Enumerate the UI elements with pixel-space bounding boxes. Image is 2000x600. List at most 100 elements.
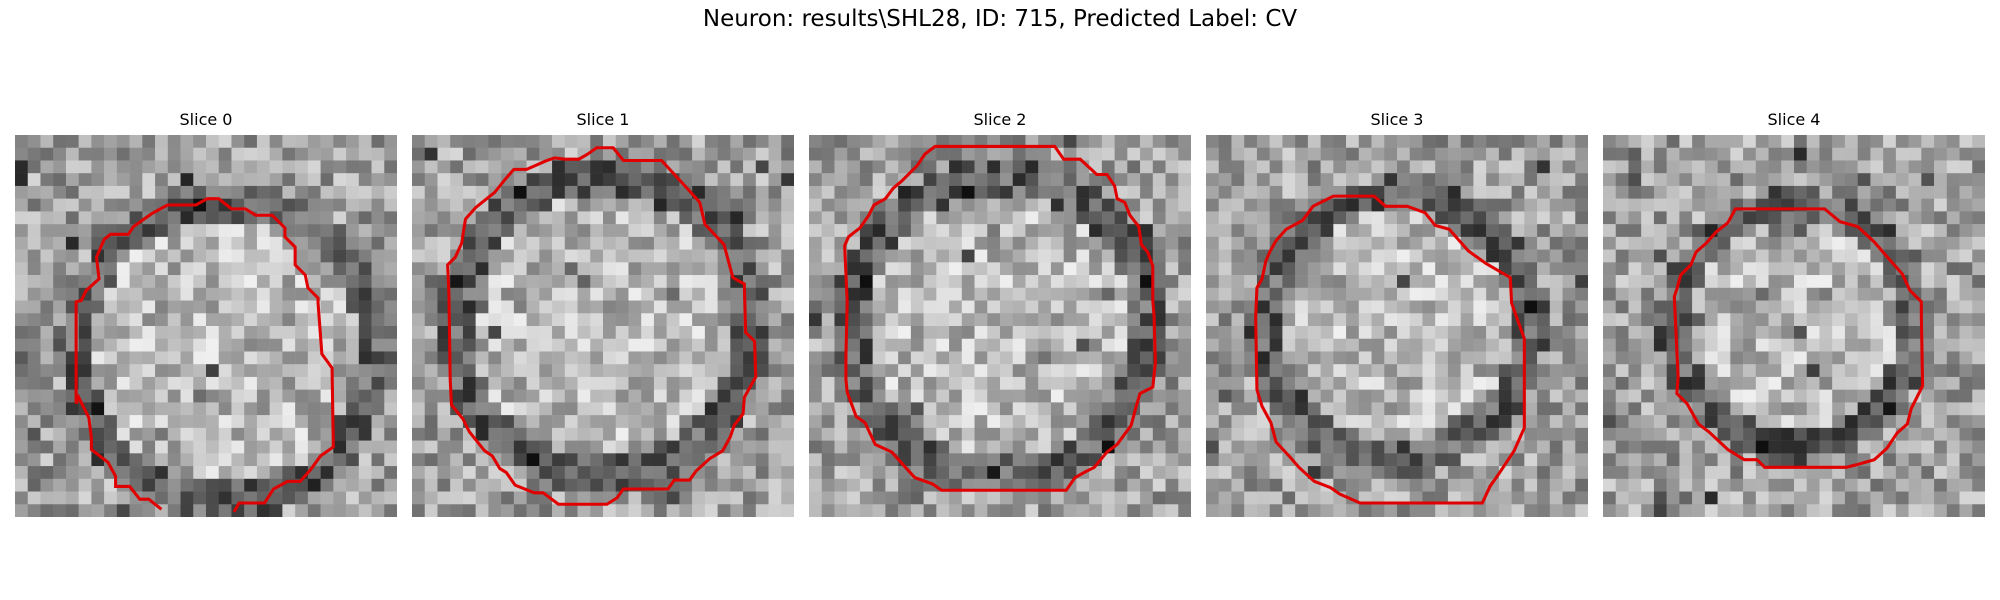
pixel	[27, 338, 41, 352]
pixel	[936, 249, 950, 263]
pixel	[450, 135, 464, 148]
pixel	[821, 491, 835, 505]
pixel	[27, 466, 41, 480]
pixel	[475, 504, 489, 517]
pixel	[1206, 440, 1219, 454]
pixel	[142, 287, 156, 301]
pixel	[1422, 351, 1436, 365]
pixel	[104, 351, 118, 365]
pixel	[424, 262, 438, 276]
pixel	[1307, 300, 1321, 314]
pixel	[1908, 198, 1922, 212]
pixel	[27, 211, 41, 225]
pixel	[1397, 364, 1410, 378]
pixel	[462, 147, 476, 161]
pixel	[231, 185, 245, 199]
pixel	[743, 147, 757, 161]
pixel	[218, 275, 232, 289]
pixel	[692, 147, 706, 161]
pixel	[781, 236, 794, 250]
pixel	[1946, 376, 1960, 390]
pixel	[768, 351, 782, 365]
pixel	[1755, 287, 1769, 301]
pixel	[1641, 338, 1655, 352]
pixel	[1422, 262, 1436, 276]
pixel	[1704, 185, 1718, 199]
pixel	[781, 427, 794, 441]
pixel	[615, 135, 629, 148]
pixel	[666, 224, 680, 238]
pixel	[1206, 300, 1219, 314]
pixel	[615, 287, 629, 301]
pixel	[603, 338, 616, 352]
pixel	[1206, 211, 1219, 225]
pixel	[218, 389, 232, 403]
pixel	[1781, 440, 1795, 454]
pixel	[1717, 236, 1731, 250]
pixel	[1012, 300, 1026, 314]
pixel	[1575, 249, 1588, 263]
pixel	[1231, 453, 1245, 467]
pixel	[412, 491, 425, 505]
pixel	[730, 249, 744, 263]
pixel	[78, 275, 92, 289]
pixel	[1781, 173, 1795, 187]
pixel	[1653, 249, 1667, 263]
pixel	[743, 211, 757, 225]
pixel	[1934, 415, 1948, 429]
pixel	[1511, 160, 1525, 174]
pixel	[755, 262, 769, 276]
pixel	[1921, 147, 1935, 161]
pixel	[1524, 351, 1538, 365]
pixel	[1178, 389, 1191, 403]
pixel	[1178, 351, 1191, 365]
pixel	[1934, 313, 1948, 327]
pixel	[371, 364, 385, 378]
pixel	[53, 466, 67, 480]
pixel	[475, 275, 489, 289]
pixel	[346, 313, 360, 327]
pixel	[1038, 389, 1052, 403]
pixel	[1603, 262, 1616, 276]
pixel	[371, 300, 385, 314]
pixel	[1012, 466, 1026, 480]
pixel	[1908, 173, 1922, 187]
pixel	[1165, 160, 1179, 174]
pixel	[1063, 491, 1077, 505]
pixel	[1959, 211, 1973, 225]
pixel	[590, 160, 604, 174]
pixel	[180, 160, 194, 174]
pixel	[590, 236, 604, 250]
pixel	[526, 275, 540, 289]
pixel	[1653, 326, 1667, 339]
pixel	[142, 504, 156, 517]
pixel	[116, 147, 130, 161]
pixel	[193, 338, 207, 352]
pixel	[1473, 389, 1487, 403]
pixel	[1231, 262, 1245, 276]
pixel	[564, 135, 578, 148]
pixel	[27, 427, 41, 441]
pixel	[1946, 160, 1960, 174]
pixel	[1127, 453, 1141, 467]
pixel	[1908, 440, 1922, 454]
pixel	[424, 326, 438, 339]
pixel	[717, 211, 731, 225]
pixel	[1460, 338, 1474, 352]
pixel	[1628, 249, 1642, 263]
pixel	[1857, 351, 1871, 365]
pixel	[1206, 173, 1219, 187]
pixel	[1934, 376, 1948, 390]
pixel	[1857, 135, 1871, 148]
pixel	[1218, 173, 1232, 187]
pixel	[488, 491, 502, 505]
pixel	[1384, 147, 1398, 161]
pixel	[1794, 326, 1807, 339]
pixel	[1089, 173, 1103, 187]
pixel	[1641, 402, 1655, 416]
pixel	[155, 389, 169, 403]
pixel	[1320, 211, 1334, 225]
pixel	[1114, 440, 1128, 454]
pixel	[1653, 402, 1667, 416]
pixel	[358, 453, 372, 467]
